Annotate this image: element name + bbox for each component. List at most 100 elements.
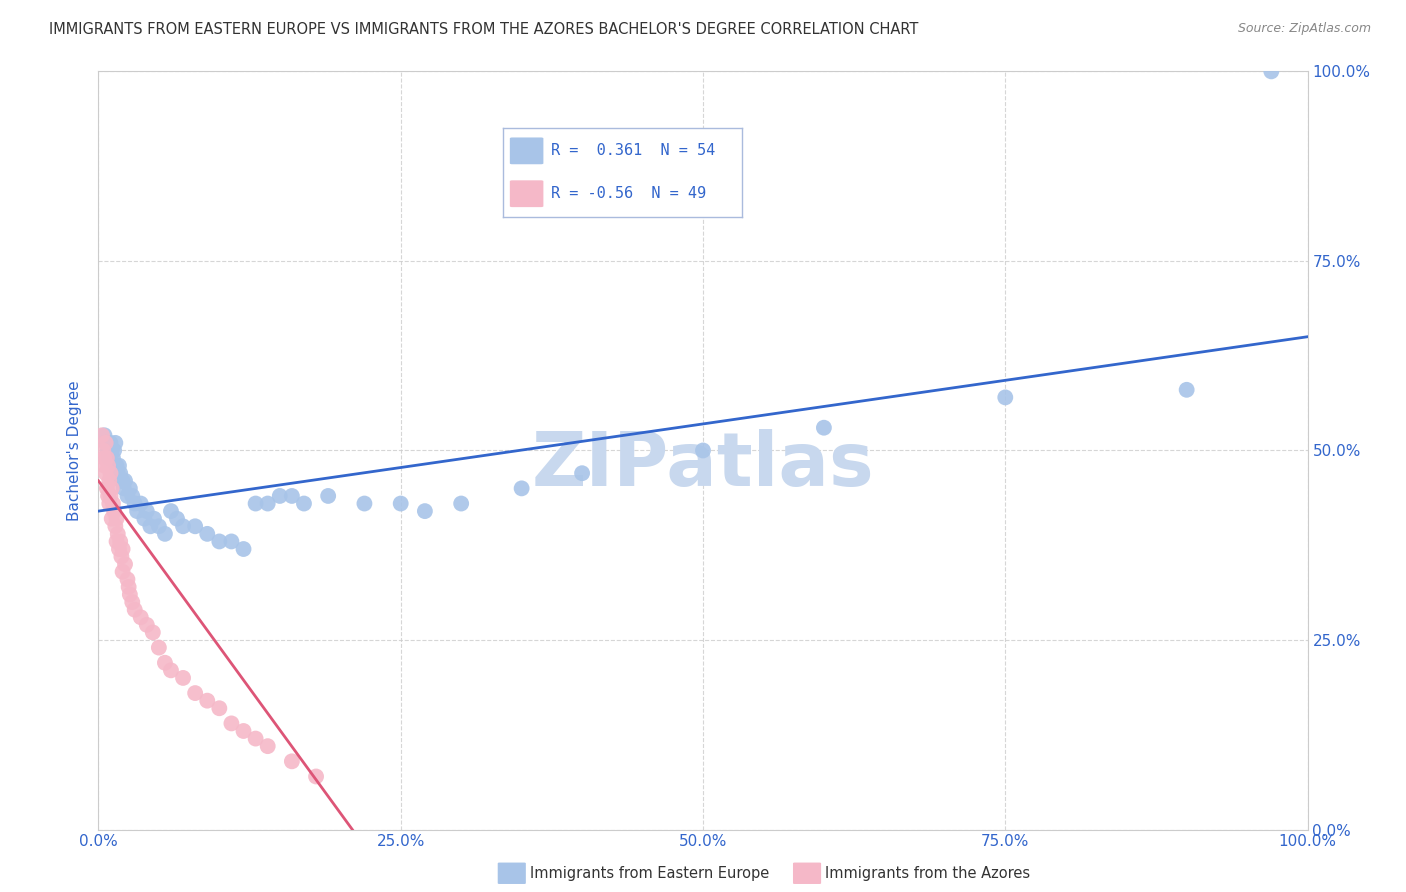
Point xyxy=(93,428,115,442)
Point xyxy=(101,451,124,466)
Point xyxy=(124,603,146,617)
Text: IMMIGRANTS FROM EASTERN EUROPE VS IMMIGRANTS FROM THE AZORES BACHELOR'S DEGREE C: IMMIGRANTS FROM EASTERN EUROPE VS IMMIGR… xyxy=(49,22,918,37)
Point xyxy=(389,496,412,510)
Text: Immigrants from Eastern Europe: Immigrants from Eastern Europe xyxy=(530,866,769,880)
Point xyxy=(135,617,157,632)
Point xyxy=(93,458,115,473)
Point xyxy=(111,565,134,579)
Point xyxy=(221,716,243,731)
Point xyxy=(110,549,132,564)
Point xyxy=(103,443,125,458)
Point xyxy=(118,482,141,496)
Point xyxy=(135,504,157,518)
Point xyxy=(107,526,129,541)
Point xyxy=(139,519,162,533)
Point xyxy=(121,595,143,609)
Text: ZIPatlas: ZIPatlas xyxy=(531,429,875,502)
Point xyxy=(108,541,131,557)
Point xyxy=(100,466,122,480)
Point xyxy=(96,436,118,450)
Point xyxy=(994,391,1017,405)
Point xyxy=(148,519,170,533)
Point xyxy=(1260,64,1282,78)
Point xyxy=(813,421,835,435)
Point xyxy=(96,482,118,496)
Point xyxy=(100,489,122,503)
Point xyxy=(114,474,136,488)
Point xyxy=(142,625,165,640)
Point xyxy=(100,512,122,526)
Point xyxy=(127,504,149,518)
Point xyxy=(110,474,132,488)
Point xyxy=(93,451,115,466)
FancyBboxPatch shape xyxy=(510,137,543,164)
Point xyxy=(112,482,135,496)
Point xyxy=(134,512,156,526)
Point xyxy=(124,496,146,510)
Text: R =  0.361  N = 54: R = 0.361 N = 54 xyxy=(551,144,714,159)
Point xyxy=(108,534,131,549)
Point xyxy=(353,496,375,510)
Point xyxy=(184,686,207,700)
Point xyxy=(100,436,122,450)
Point xyxy=(143,512,166,526)
Point xyxy=(256,739,278,753)
Point xyxy=(160,504,183,518)
Point xyxy=(94,436,117,450)
Point xyxy=(208,534,231,549)
Point xyxy=(98,451,121,466)
Point xyxy=(100,443,122,458)
Point xyxy=(96,451,118,466)
Point xyxy=(101,496,124,510)
Point xyxy=(105,512,128,526)
Point xyxy=(166,512,188,526)
Point xyxy=(232,724,254,739)
Point xyxy=(692,443,714,458)
Point xyxy=(94,466,117,480)
Point xyxy=(129,496,152,510)
Text: R = -0.56  N = 49: R = -0.56 N = 49 xyxy=(551,186,706,202)
Point xyxy=(245,731,267,746)
Point xyxy=(97,443,120,458)
FancyBboxPatch shape xyxy=(510,180,543,207)
Point xyxy=(118,588,141,602)
Point xyxy=(148,640,170,655)
Point xyxy=(153,526,176,541)
Point xyxy=(450,496,472,510)
Point xyxy=(117,489,139,503)
Point xyxy=(160,664,183,678)
Point xyxy=(103,504,125,518)
Point xyxy=(172,519,194,533)
Text: Source: ZipAtlas.com: Source: ZipAtlas.com xyxy=(1237,22,1371,36)
Y-axis label: Bachelor's Degree: Bachelor's Degree xyxy=(67,380,83,521)
Point xyxy=(104,519,127,533)
Point xyxy=(105,534,128,549)
Point xyxy=(172,671,194,685)
Point xyxy=(114,557,136,572)
Point xyxy=(316,489,339,503)
Point xyxy=(118,580,141,594)
Point xyxy=(97,458,120,473)
Point xyxy=(91,428,114,442)
Point xyxy=(232,541,254,557)
Point xyxy=(91,443,114,458)
Point xyxy=(221,534,243,549)
Point xyxy=(256,496,278,510)
Point xyxy=(117,573,139,587)
Point xyxy=(1175,383,1198,397)
Point xyxy=(111,541,134,557)
Point xyxy=(111,474,134,488)
Text: Immigrants from the Azores: Immigrants from the Azores xyxy=(825,866,1031,880)
Point xyxy=(184,519,207,533)
Point xyxy=(510,482,533,496)
Point xyxy=(129,610,152,624)
Point xyxy=(108,458,131,473)
Point xyxy=(195,694,218,708)
Point xyxy=(104,436,127,450)
Point xyxy=(153,656,176,670)
Point xyxy=(281,489,304,503)
Point xyxy=(97,489,120,503)
Point xyxy=(281,755,304,769)
Point xyxy=(245,496,267,510)
Point xyxy=(413,504,436,518)
